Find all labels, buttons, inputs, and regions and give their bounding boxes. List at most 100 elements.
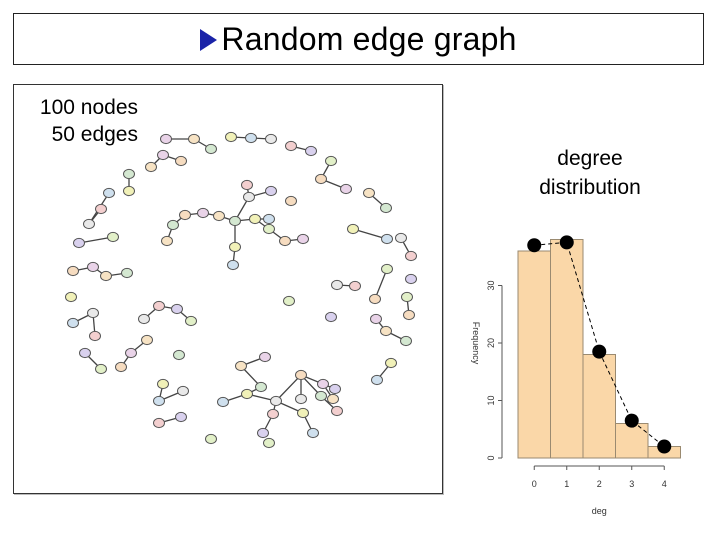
graph-node bbox=[67, 265, 79, 277]
graph-node bbox=[217, 396, 229, 408]
graph-edge bbox=[374, 268, 388, 300]
graph-node bbox=[125, 347, 137, 359]
graph-node bbox=[295, 369, 307, 381]
y-axis-label: Frequency bbox=[471, 322, 481, 365]
graph-node bbox=[325, 311, 337, 323]
graph-node bbox=[95, 363, 107, 375]
graph-node bbox=[279, 235, 291, 247]
graph-node bbox=[179, 209, 191, 221]
graph-node bbox=[369, 293, 381, 305]
graph-node bbox=[107, 231, 119, 243]
frequency-point bbox=[559, 235, 574, 250]
graph-node bbox=[403, 309, 415, 321]
slide-title-text: Random edge graph bbox=[221, 20, 517, 57]
graph-node bbox=[188, 133, 200, 145]
graph-node bbox=[177, 385, 189, 397]
graph-nodes bbox=[65, 131, 417, 449]
graph-node bbox=[297, 407, 309, 419]
graph-node bbox=[73, 237, 85, 249]
histogram-label-line1: degree bbox=[557, 147, 623, 170]
graph-node bbox=[157, 378, 169, 390]
graph-node bbox=[263, 437, 275, 449]
graph-node bbox=[161, 235, 173, 247]
graph-label-edges: 50 edges bbox=[51, 123, 138, 146]
graph-node bbox=[315, 390, 327, 402]
graph-node bbox=[121, 267, 133, 279]
graph-node bbox=[100, 270, 112, 282]
graph-node bbox=[145, 161, 157, 173]
graph-node bbox=[349, 280, 361, 292]
graph-node bbox=[285, 140, 297, 152]
graph-node bbox=[245, 132, 257, 144]
frequency-point bbox=[624, 413, 639, 428]
graph-node bbox=[235, 360, 247, 372]
graph-node bbox=[67, 317, 79, 329]
graph-node bbox=[213, 210, 225, 222]
graph-node bbox=[175, 411, 187, 423]
y-tick-label: 20 bbox=[486, 338, 496, 348]
graph-node bbox=[175, 155, 187, 167]
histogram-label: degree distribution bbox=[510, 144, 670, 202]
graph-node bbox=[153, 300, 165, 312]
graph-node bbox=[87, 307, 99, 319]
graph-node bbox=[259, 351, 271, 363]
frequency-point bbox=[592, 344, 607, 359]
graph-node bbox=[95, 203, 107, 215]
graph-node bbox=[265, 185, 277, 197]
histogram-bar bbox=[517, 250, 551, 459]
graph-node bbox=[270, 395, 282, 407]
graph-node bbox=[157, 149, 169, 161]
slide-title: Random edge graph bbox=[200, 21, 516, 58]
graph-node bbox=[153, 417, 165, 429]
graph-node bbox=[205, 433, 217, 445]
graph-node bbox=[405, 273, 417, 285]
graph-node bbox=[79, 347, 91, 359]
x-tick-label: 4 bbox=[662, 479, 667, 489]
y-tick-label: 30 bbox=[486, 280, 496, 290]
graph-node bbox=[160, 133, 172, 145]
graph-node bbox=[123, 168, 135, 180]
graph-node bbox=[283, 295, 295, 307]
graph-node bbox=[138, 313, 150, 325]
frequency-point bbox=[657, 439, 672, 454]
graph-node bbox=[331, 279, 343, 291]
graph-node bbox=[225, 131, 237, 143]
graph-node bbox=[263, 223, 275, 235]
graph-node bbox=[381, 233, 393, 245]
histogram-bar bbox=[615, 423, 649, 459]
graph-node bbox=[405, 250, 417, 262]
x-tick-label: 1 bbox=[564, 479, 569, 489]
graph-node bbox=[227, 259, 239, 271]
graph-node bbox=[315, 173, 327, 185]
graph-node bbox=[83, 218, 95, 230]
graph-node bbox=[123, 185, 135, 197]
graph-node bbox=[257, 427, 269, 439]
graph-panel bbox=[13, 84, 443, 494]
graph-label: 100 nodes 50 edges bbox=[10, 94, 138, 148]
x-axis-label: deg bbox=[592, 506, 607, 516]
graph-node bbox=[171, 303, 183, 315]
graph-node bbox=[295, 393, 307, 405]
x-tick-label: 0 bbox=[532, 479, 537, 489]
histogram-label-line2: distribution bbox=[539, 176, 641, 199]
graph-node bbox=[185, 315, 197, 327]
graph-node bbox=[167, 219, 179, 231]
play-arrow-icon bbox=[200, 29, 218, 51]
graph-node bbox=[205, 143, 217, 155]
graph-node bbox=[305, 145, 317, 157]
graph-node bbox=[173, 349, 185, 361]
histogram-bar bbox=[582, 354, 616, 459]
graph-node bbox=[103, 187, 115, 199]
histogram-bar bbox=[550, 239, 584, 459]
graph-node bbox=[141, 334, 153, 346]
graph-node bbox=[363, 187, 375, 199]
graph-node bbox=[380, 325, 392, 337]
graph-node bbox=[380, 202, 392, 214]
graph-node bbox=[89, 330, 101, 342]
graph-node bbox=[265, 133, 277, 145]
graph-node bbox=[249, 213, 261, 225]
graph-node bbox=[229, 241, 241, 253]
graph-node bbox=[115, 361, 127, 373]
graph-node bbox=[267, 408, 279, 420]
graph-label-nodes: 100 nodes bbox=[39, 96, 138, 119]
